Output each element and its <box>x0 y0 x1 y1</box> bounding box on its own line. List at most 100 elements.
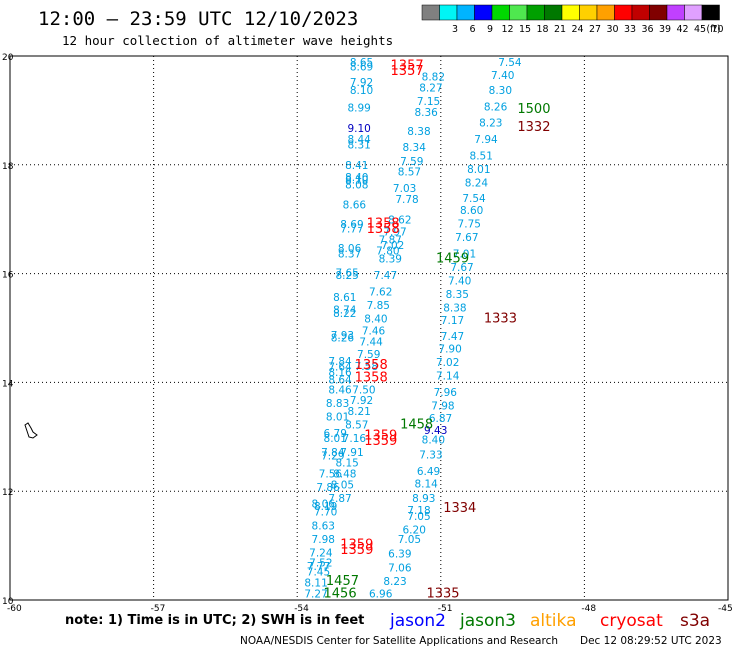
wave-height-value: 8.41 <box>345 160 368 172</box>
wave-height-value: 7.33 <box>419 450 442 462</box>
legend-label: 15 <box>519 24 531 35</box>
legend-label: 6 <box>469 24 475 35</box>
footer-note: note: 1) Time is in UTC; 2) SWH is in fe… <box>65 613 364 628</box>
wave-height-value: 8.19 <box>314 501 337 513</box>
wave-height-value: 8.24 <box>465 178 489 190</box>
wave-height-value: 8.57 <box>398 167 421 179</box>
wave-height-value: 8.01 <box>324 433 347 445</box>
pass-time-label: 1358 <box>367 222 400 237</box>
header: 12:00 – 23:59 UTC 12/10/2023 12 hour col… <box>38 8 393 48</box>
pass-time-label: 1357 <box>391 59 424 74</box>
wave-height-value: 8.60 <box>460 205 483 217</box>
wave-height-value: 6.87 <box>429 413 452 425</box>
wave-height-value: 7.01 <box>453 248 476 260</box>
wave-height-value: 7.02 <box>436 357 459 369</box>
wave-height-value: 8.31 <box>347 139 370 151</box>
pass-time-label: 1359 <box>340 543 373 558</box>
legend-label: 21 <box>554 24 566 35</box>
wave-height-value: 8.06 <box>338 243 362 255</box>
pass-time-label: 1334 <box>443 501 476 516</box>
legend-swatch <box>649 4 668 21</box>
wave-height-value: 7.15 <box>417 96 440 108</box>
pass-time-label: 1359 <box>340 537 373 552</box>
wave-height-value: 8.39 <box>379 254 402 266</box>
wave-height-value: 7.78 <box>395 194 418 206</box>
chart-subtitle: 12 hour collection of altimeter wave hei… <box>62 33 393 48</box>
wave-height-value: 8.61 <box>333 292 356 304</box>
wave-height-value: 7.91 <box>340 447 363 459</box>
x-tick-label: -57 <box>151 604 166 614</box>
footer-generated: Dec 12 08:29:52 UTC 2023 <box>580 635 722 647</box>
legend-label: 12 <box>501 24 513 35</box>
wave-height-value: 7.27 <box>304 588 327 600</box>
wave-height-value: 8.10 <box>345 174 368 186</box>
legend-swatch <box>666 4 685 21</box>
pass-time-label: 1458 <box>400 418 433 433</box>
wave-height-value: 7.94 <box>474 134 498 146</box>
wave-height-value: 7.75 <box>458 218 481 230</box>
wave-height-value: 7.90 <box>438 343 461 355</box>
wave-height-value: 7.06 <box>388 563 412 575</box>
wave-height-value: 8.23 <box>383 576 406 588</box>
wave-height-value: 8.05 <box>331 479 354 491</box>
wave-height-value: 8.40 <box>364 314 387 326</box>
wave-height-value: 8.27 <box>419 82 442 94</box>
axis-ticks: -60 -57 -54 -51 -48 -45 10 12 14 16 18 20 <box>2 53 733 614</box>
pass-time-label: 1358 <box>367 216 400 231</box>
wave-height-value: 7.87 <box>328 493 351 505</box>
wave-height-value: 7.47 <box>374 270 397 282</box>
x-tick-label: -48 <box>581 604 596 614</box>
legend-swatch <box>509 4 528 21</box>
legend-swatch <box>491 4 510 21</box>
wave-height-value: 7.70 <box>314 507 337 519</box>
wave-height-value: 8.93 <box>412 493 435 505</box>
wave-height-value: 8.25 <box>335 270 358 282</box>
wave-height-value: 8.57 <box>345 420 368 432</box>
wave-height-value: 7.24 <box>309 547 333 559</box>
wave-height-value: 7.54 <box>462 193 486 205</box>
pass-time-label: 1358 <box>355 370 388 385</box>
y-tick-label: 12 <box>2 488 13 498</box>
wave-height-value: 8.22 <box>333 308 356 320</box>
wave-height-value: 8.74 <box>333 304 357 316</box>
legend-swatch <box>439 4 458 21</box>
wave-height-value: 7.98 <box>312 534 335 546</box>
wave-height-value: 7.29 <box>321 451 344 463</box>
wave-height-value: 7.52 <box>309 557 332 569</box>
y-tick-label: 20 <box>2 53 14 63</box>
pass-time-label: 1357 <box>391 64 424 79</box>
wave-height-value: 7.58 <box>355 361 378 373</box>
x-tick-label: -51 <box>438 604 453 614</box>
wave-height-value: 8.82 <box>422 71 445 83</box>
y-tick-label: 16 <box>2 271 14 281</box>
x-tick-label: -54 <box>294 604 309 614</box>
wave-height-value: 8.44 <box>347 134 371 146</box>
legend-swatch <box>684 4 703 21</box>
wave-height-value: 7.80 <box>376 246 399 258</box>
wave-height-value: 8.63 <box>312 520 335 532</box>
wave-height-value: 7.62 <box>369 286 392 298</box>
legend-label: 18 <box>536 24 548 35</box>
legend-label: 3 <box>452 24 458 35</box>
wave-height-value: 8.36 <box>414 107 438 119</box>
wave-height-value: 7.84 <box>321 447 345 459</box>
legend-swatch <box>526 4 545 21</box>
wave-height-value: 8.30 <box>489 85 512 97</box>
legend-swatch <box>596 4 615 21</box>
wave-height-value: 8.06 <box>312 499 336 511</box>
legend-swatch <box>561 4 580 21</box>
satellite-legend-altika: altika <box>530 611 577 631</box>
wave-height-value: 6.20 <box>403 525 426 537</box>
wave-height-value: 7.86 <box>316 482 340 494</box>
wave-height-value: 7.45 <box>307 567 330 579</box>
wave-height-value: 7.65 <box>335 267 358 279</box>
wave-height-value: 7.98 <box>431 401 454 413</box>
wave-height-value: 7.40 <box>448 275 471 287</box>
y-tick-label: 10 <box>2 597 14 607</box>
legend-swatch <box>579 4 598 21</box>
wave-height-value: 7.85 <box>367 300 390 312</box>
wave-height-value: 8.26 <box>331 333 355 345</box>
pass-time-label: 1358 <box>355 358 388 373</box>
satellite-legend-cryosat: cryosat <box>600 611 663 631</box>
satellite-legend-jason2: jason2 <box>389 611 446 631</box>
